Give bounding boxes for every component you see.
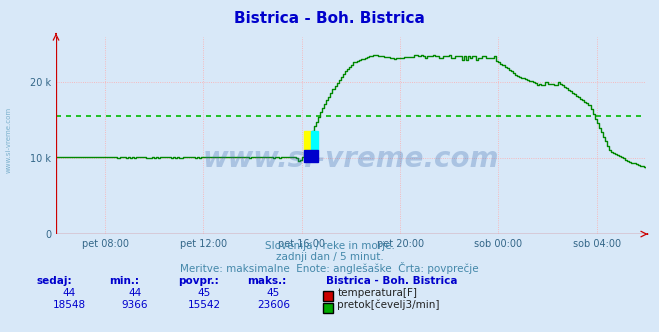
Bar [304, 131, 311, 150]
Text: sedaj:: sedaj: [36, 276, 72, 286]
Text: 23606: 23606 [257, 300, 290, 310]
Text: 9366: 9366 [122, 300, 148, 310]
Text: 44: 44 [129, 288, 142, 298]
Text: 18548: 18548 [53, 300, 86, 310]
Text: Slovenija / reke in morje.: Slovenija / reke in morje. [264, 241, 395, 251]
Text: 15542: 15542 [188, 300, 221, 310]
Text: 45: 45 [198, 288, 211, 298]
Text: pretok[čevelj3/min]: pretok[čevelj3/min] [337, 299, 440, 310]
Text: Bistrica - Boh. Bistrica: Bistrica - Boh. Bistrica [234, 11, 425, 26]
Text: www.si-vreme.com: www.si-vreme.com [203, 145, 499, 173]
Text: povpr.:: povpr.: [178, 276, 219, 286]
Bar [304, 150, 318, 162]
Text: maks.:: maks.: [247, 276, 287, 286]
Text: Meritve: maksimalne  Enote: anglešaške  Črta: povprečje: Meritve: maksimalne Enote: anglešaške Čr… [180, 262, 479, 274]
Text: 45: 45 [267, 288, 280, 298]
Bar [311, 131, 318, 150]
Text: zadnji dan / 5 minut.: zadnji dan / 5 minut. [275, 252, 384, 262]
Text: Bistrica - Boh. Bistrica: Bistrica - Boh. Bistrica [326, 276, 458, 286]
Text: 44: 44 [63, 288, 76, 298]
Text: www.si-vreme.com: www.si-vreme.com [5, 106, 11, 173]
Text: min.:: min.: [109, 276, 139, 286]
Text: temperatura[F]: temperatura[F] [337, 288, 417, 298]
